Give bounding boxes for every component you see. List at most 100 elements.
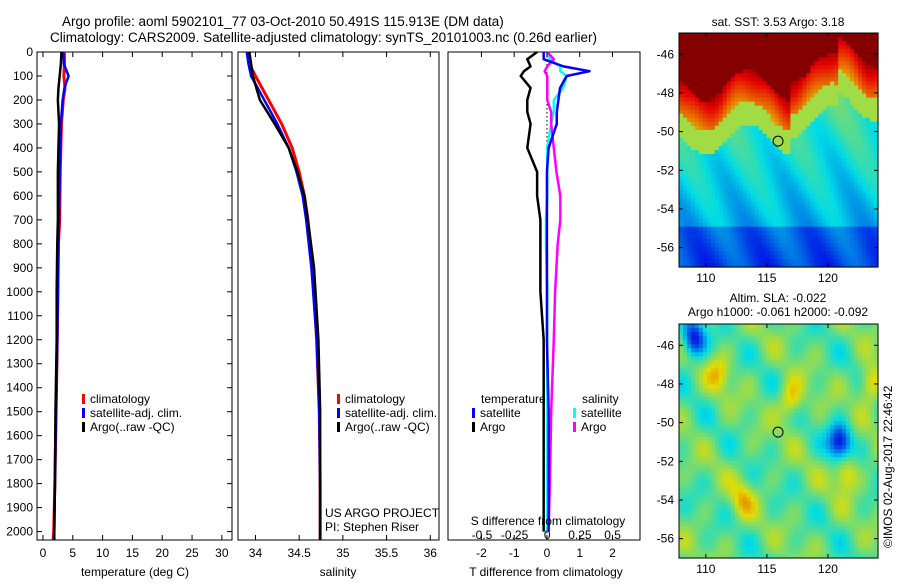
map-cell bbox=[826, 106, 831, 111]
map-cell bbox=[798, 465, 803, 470]
map-cell bbox=[810, 166, 815, 171]
map-cell bbox=[703, 477, 708, 482]
map-cell bbox=[767, 393, 772, 398]
map-cell bbox=[731, 118, 736, 123]
map-cell bbox=[707, 251, 712, 256]
map-cell bbox=[862, 53, 867, 58]
map-cell bbox=[786, 433, 791, 438]
map-cell bbox=[699, 49, 704, 54]
map-cell bbox=[683, 461, 688, 466]
map-cell bbox=[715, 389, 720, 394]
map-cell bbox=[703, 49, 708, 54]
map-cell bbox=[747, 328, 752, 333]
map-cell bbox=[846, 57, 851, 62]
map-cell bbox=[763, 433, 768, 438]
map-cell bbox=[775, 255, 780, 260]
map-cell bbox=[691, 142, 696, 147]
map-cell bbox=[755, 122, 760, 127]
map-cell bbox=[719, 372, 724, 377]
map-cell bbox=[802, 45, 807, 50]
map-cell bbox=[810, 231, 815, 236]
map-cell bbox=[719, 497, 724, 502]
map-cell bbox=[818, 73, 823, 78]
map-cell bbox=[771, 146, 776, 151]
map-cell bbox=[703, 186, 708, 191]
map-cell bbox=[727, 211, 732, 216]
map-cell bbox=[679, 37, 684, 42]
map-cell bbox=[695, 421, 700, 426]
map-cell bbox=[715, 235, 720, 240]
map-cell bbox=[707, 178, 712, 183]
map-cell bbox=[802, 174, 807, 179]
map-cell bbox=[767, 102, 772, 107]
map-cell bbox=[779, 372, 784, 377]
map-cell bbox=[870, 223, 875, 228]
map-cell bbox=[775, 324, 780, 329]
map-cell bbox=[731, 489, 736, 494]
map-cell bbox=[866, 166, 871, 171]
map-cell bbox=[870, 130, 875, 135]
map-cell bbox=[826, 194, 831, 199]
map-cell bbox=[747, 73, 752, 78]
map-cell bbox=[779, 73, 784, 78]
map-cell bbox=[711, 449, 716, 454]
map-cell bbox=[814, 259, 819, 264]
map-cell bbox=[782, 247, 787, 252]
map-cell bbox=[782, 368, 787, 373]
map-cell bbox=[707, 401, 712, 406]
map-cell bbox=[723, 126, 728, 131]
map-cell bbox=[719, 485, 724, 490]
map-cell bbox=[810, 118, 815, 123]
map-cell bbox=[699, 393, 704, 398]
map-cell bbox=[759, 364, 764, 369]
map-cell bbox=[759, 526, 764, 531]
map-cell bbox=[731, 57, 736, 62]
map-cell bbox=[743, 445, 748, 450]
map-cell bbox=[755, 134, 760, 139]
map-cell bbox=[830, 198, 835, 203]
map-cell bbox=[703, 324, 708, 329]
map-cell bbox=[779, 518, 784, 523]
map-cell bbox=[723, 134, 728, 139]
map-cell bbox=[755, 174, 760, 179]
map-cell bbox=[786, 497, 791, 502]
map-cell bbox=[683, 376, 688, 381]
map-cell bbox=[687, 437, 692, 442]
map-cell bbox=[707, 247, 712, 252]
map-cell bbox=[739, 385, 744, 390]
map-cell bbox=[699, 332, 704, 337]
map-cell bbox=[786, 393, 791, 398]
map-cell bbox=[731, 122, 736, 127]
map-cell bbox=[790, 449, 795, 454]
map-cell bbox=[743, 94, 748, 99]
map-cell bbox=[739, 174, 744, 179]
map-cell bbox=[695, 114, 700, 119]
map-cell bbox=[727, 162, 732, 167]
map-cell bbox=[743, 190, 748, 195]
map-cell bbox=[707, 453, 712, 458]
map-cell bbox=[691, 546, 696, 551]
map-cell bbox=[826, 102, 831, 107]
map-cell bbox=[767, 417, 772, 422]
map-cell bbox=[691, 534, 696, 539]
map-cell bbox=[703, 514, 708, 519]
map-cell bbox=[763, 194, 768, 199]
map-cell bbox=[767, 94, 772, 99]
map-cell bbox=[755, 409, 760, 414]
map-cell bbox=[858, 114, 863, 119]
map-cell bbox=[838, 231, 843, 236]
map-cell bbox=[767, 409, 772, 414]
map-cell bbox=[699, 37, 704, 42]
map-cell bbox=[802, 198, 807, 203]
map-cell bbox=[695, 368, 700, 373]
map-cell bbox=[691, 389, 696, 394]
y-tick-label: 1700 bbox=[6, 453, 33, 467]
map-cell bbox=[794, 219, 799, 224]
map-cell bbox=[751, 65, 756, 70]
map-cell bbox=[723, 477, 728, 482]
map-cell bbox=[786, 469, 791, 474]
map-cell bbox=[775, 85, 780, 90]
map-cell bbox=[866, 231, 871, 236]
map-cell bbox=[755, 146, 760, 151]
map-cell bbox=[771, 473, 776, 478]
